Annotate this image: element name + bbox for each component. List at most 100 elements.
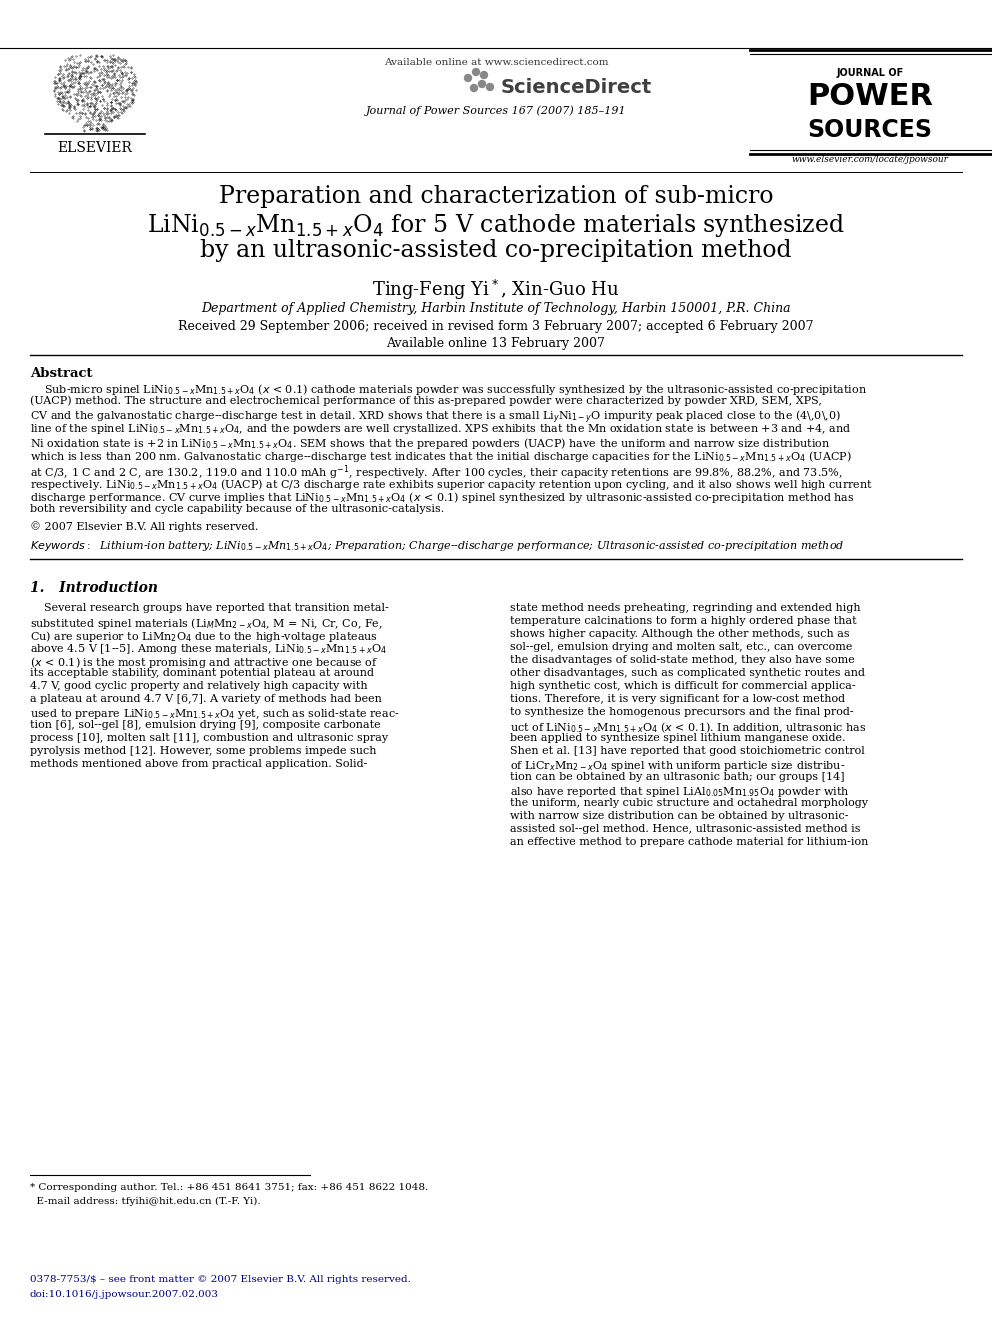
Point (126, 70, 142, 91)
Point (116, 98, 132, 119)
Point (63, 65, 79, 86)
Point (71, 66, 87, 87)
Text: ($x$ < 0.1) is the most promising and attractive one because of: ($x$ < 0.1) is the most promising and at… (30, 655, 378, 669)
Point (90, 105, 106, 126)
Point (86, 101, 102, 122)
Point (82, 95, 98, 116)
Point (67, 56, 83, 77)
Point (92, 102, 108, 123)
Point (119, 89, 135, 110)
Point (65, 73, 81, 94)
Text: CV and the galvanostatic charge--discharge test in detail. XRD shows that there : CV and the galvanostatic charge--dischar… (30, 409, 841, 426)
Point (123, 57, 139, 78)
Text: substituted spinel materials (Li$_M$Mn$_{2-x}$O$_4$, M = Ni, Cr, Co, Fe,: substituted spinel materials (Li$_M$Mn$_… (30, 617, 383, 631)
Point (71, 102, 87, 123)
Point (101, 73, 117, 94)
Point (60, 86, 75, 107)
Point (62, 58, 77, 79)
Point (89, 99, 105, 120)
Point (46, 81, 62, 102)
Point (112, 57, 128, 78)
Point (66, 95, 82, 116)
Point (106, 50, 122, 71)
Point (98, 118, 114, 139)
Point (105, 83, 121, 105)
Point (80, 46, 96, 67)
Point (109, 83, 125, 105)
Point (103, 91, 119, 112)
Point (103, 67, 119, 89)
Point (114, 90, 130, 111)
Point (51, 83, 66, 105)
Text: 1.   Introduction: 1. Introduction (30, 581, 158, 595)
Point (49, 91, 64, 112)
Point (116, 91, 132, 112)
Point (76, 90, 92, 111)
Point (113, 98, 129, 119)
Text: Abstract: Abstract (30, 366, 92, 380)
Point (65, 75, 81, 97)
Point (107, 66, 123, 87)
Point (100, 56, 116, 77)
Text: pyrolysis method [12]. However, some problems impede such: pyrolysis method [12]. However, some pro… (30, 746, 377, 755)
Point (109, 106, 125, 127)
Point (121, 94, 137, 115)
Point (71, 67, 87, 89)
Point (90, 105, 106, 126)
Point (61, 82, 76, 103)
Text: www.elsevier.com/locate/jpowsour: www.elsevier.com/locate/jpowsour (792, 155, 948, 164)
Point (78, 112, 94, 134)
Point (52, 78, 67, 99)
Point (103, 110, 119, 131)
Point (75, 114, 91, 135)
Point (72, 69, 88, 90)
Point (104, 75, 120, 97)
Point (90, 79, 106, 101)
Point (87, 57, 103, 78)
Point (108, 82, 124, 103)
Point (116, 57, 132, 78)
Point (85, 95, 101, 116)
Point (76, 120, 92, 142)
Point (86, 79, 102, 101)
Point (89, 89, 105, 110)
Point (123, 87, 139, 108)
Point (122, 95, 138, 116)
Point (104, 56, 120, 77)
Point (58, 82, 73, 103)
Point (115, 99, 131, 120)
Point (60, 99, 75, 120)
Point (87, 75, 103, 97)
Point (111, 77, 127, 98)
Point (111, 69, 127, 90)
Point (100, 71, 116, 93)
Point (127, 69, 143, 90)
Point (79, 99, 95, 120)
Point (74, 57, 90, 78)
Point (117, 65, 133, 86)
Point (65, 75, 81, 97)
Point (74, 60, 90, 81)
Point (62, 56, 77, 77)
Point (99, 58, 115, 79)
Point (62, 93, 77, 114)
Point (93, 58, 109, 79)
Point (62, 74, 78, 95)
Point (92, 101, 108, 122)
Point (59, 93, 74, 114)
Point (78, 61, 94, 82)
Point (106, 86, 122, 107)
Point (115, 95, 131, 116)
Point (117, 50, 133, 71)
Point (66, 52, 82, 73)
Point (106, 48, 122, 69)
Point (105, 77, 121, 98)
Point (112, 74, 128, 95)
Point (84, 106, 100, 127)
Point (81, 114, 97, 135)
Point (52, 62, 67, 83)
Point (99, 98, 115, 119)
Point (85, 74, 101, 95)
Point (90, 112, 106, 134)
Point (66, 97, 82, 118)
